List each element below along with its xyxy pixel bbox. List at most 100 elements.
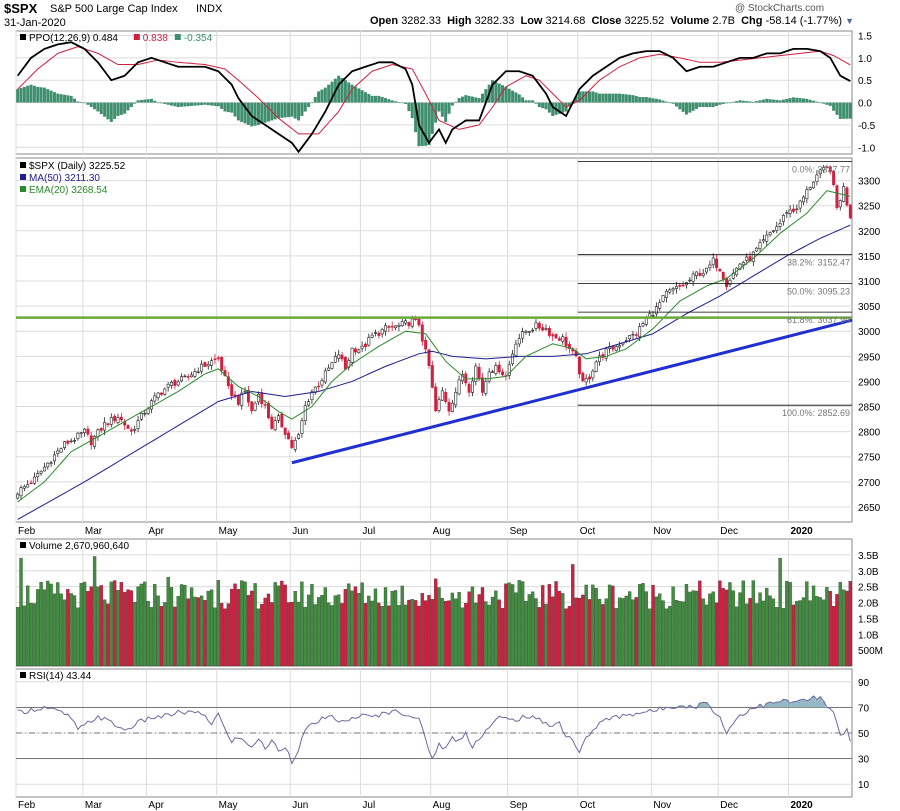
volume-bar <box>504 583 508 667</box>
candle-body <box>93 436 97 447</box>
candle-body <box>681 284 685 287</box>
volume-bar <box>671 586 675 667</box>
candle-body <box>554 334 558 339</box>
ppo-histogram-bar <box>46 89 50 103</box>
ppo-histogram-bar <box>501 85 505 103</box>
ppo-histogram-bar <box>340 77 344 103</box>
y-tick-label: 90 <box>858 678 870 689</box>
volume-bar <box>530 591 535 667</box>
candle-body <box>63 441 66 448</box>
ppo-histogram-bar <box>394 101 398 103</box>
candle-body <box>447 402 451 412</box>
candle-body <box>273 420 277 431</box>
ppo-histogram-bar <box>283 102 287 118</box>
candle-body <box>327 367 331 371</box>
candle-body <box>450 402 454 412</box>
volume-bar <box>711 591 715 667</box>
ppo-histogram-bar <box>795 97 799 103</box>
ppo-histogram-bar <box>190 102 194 106</box>
candle-body <box>73 440 76 442</box>
ma50-line <box>17 224 851 520</box>
candle-body <box>832 170 836 186</box>
candle-body <box>618 345 622 348</box>
candle-body <box>119 416 123 421</box>
volume-bar <box>293 591 297 667</box>
candle-body <box>220 356 224 371</box>
candle-body <box>845 187 849 206</box>
ppo-histogram-bar <box>758 100 762 103</box>
ppo-histogram-bar <box>651 98 655 103</box>
y-tick-label: 2850 <box>858 403 881 414</box>
legend-swatch <box>20 162 26 168</box>
candle-body <box>236 395 240 405</box>
candle-body <box>106 423 110 425</box>
ppo-histogram-bar <box>236 102 240 121</box>
volume-bar <box>454 598 458 667</box>
ppo-histogram-bar <box>193 102 197 106</box>
volume-bar <box>193 596 197 667</box>
candle-body <box>353 348 357 353</box>
ppo-histogram-bar <box>447 102 451 114</box>
legend-entry: RSI(14) 43.44 <box>29 671 92 682</box>
ppo-histogram-bar <box>216 102 220 107</box>
ppo-histogram-bar <box>36 86 40 103</box>
candle-body <box>822 167 826 171</box>
volume-bar <box>627 591 632 667</box>
volume-bar <box>768 595 772 667</box>
ppo-histogram-bar <box>233 102 237 117</box>
candle-body <box>598 355 601 362</box>
candle-body <box>601 354 605 358</box>
legend-entry: Volume 2,670,960,640 <box>29 541 130 552</box>
legend-entry: PPO(12,26,9) 0.484 <box>29 33 118 44</box>
candle-body <box>417 318 421 326</box>
candle-body <box>59 448 63 453</box>
candle-body <box>531 329 535 332</box>
candle-body <box>527 331 531 333</box>
legend-entry: EMA(20) 3268.54 <box>29 185 108 196</box>
candle-body <box>297 434 301 439</box>
volume-bar <box>383 587 388 667</box>
volume-bar <box>330 605 334 667</box>
dropdown-icon[interactable]: ▼ <box>845 16 854 26</box>
rsi-overbought-fill <box>778 701 782 708</box>
panel-frame-ppo <box>15 30 853 155</box>
volume-bar <box>169 587 174 667</box>
ppo-histogram-bar <box>79 102 83 103</box>
candle-body <box>835 185 839 208</box>
volume-bar <box>92 556 97 667</box>
volume-bar <box>270 602 274 667</box>
volume-bar <box>497 599 501 667</box>
rsi-overbought-fill <box>821 701 826 708</box>
volume-bar <box>694 590 699 667</box>
candle-body <box>216 357 220 360</box>
rsi-overbought-fill <box>781 699 786 708</box>
candle-body <box>330 362 334 369</box>
volume-bar <box>638 584 642 667</box>
ppo-histogram-bar <box>845 102 849 119</box>
candle-body <box>49 462 53 464</box>
volume-bar <box>681 601 685 667</box>
candle-body <box>651 315 655 317</box>
volume-bar <box>296 601 301 667</box>
volume-bar <box>179 584 184 667</box>
exchange-label: INDX <box>196 3 223 15</box>
candle-body <box>728 279 732 286</box>
ppo-histogram-bar <box>721 102 725 105</box>
x-axis-label-bottom: Jul <box>362 800 375 811</box>
candle-body <box>474 365 478 382</box>
ppo-histogram-bar <box>661 100 665 103</box>
ppo-histogram-bar <box>146 99 150 103</box>
legend-swatch <box>20 174 26 180</box>
chart-date: 31-Jan-2020 <box>4 17 66 29</box>
volume-bar <box>564 608 568 667</box>
volume-bar <box>82 581 87 667</box>
ppo-histogram-bar <box>584 91 588 103</box>
candle-body <box>270 416 274 429</box>
y-tick-label: 2.5B <box>858 583 879 594</box>
volume-bar <box>256 608 261 667</box>
ppo-histogram-bar <box>755 101 759 103</box>
volume-bar <box>430 599 434 667</box>
ppo-histogram-bar <box>798 98 802 103</box>
candle-body <box>521 331 525 339</box>
x-axis-label-bottom: Nov <box>653 800 671 811</box>
